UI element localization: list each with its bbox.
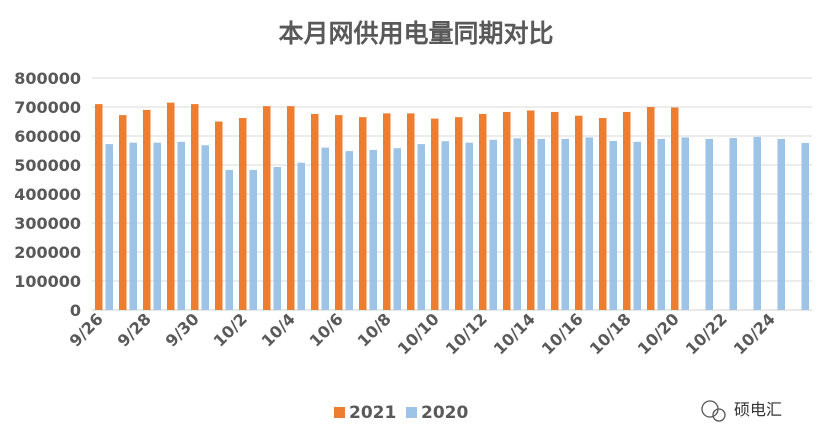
bar-2021-9/29 [167, 102, 175, 311]
watermark: 硕电汇 [701, 400, 782, 422]
bar-2020-10/2 [249, 169, 257, 310]
bar-2020-10/3 [273, 167, 281, 310]
bar-2020-10/19 [657, 138, 665, 310]
y-tick-label: 400000 [14, 185, 81, 204]
bar-2020-10/8 [393, 148, 401, 310]
y-tick-label: 600000 [14, 127, 81, 146]
bar-2021-10/17 [599, 118, 607, 311]
bar-2020-10/13 [513, 138, 521, 310]
bar-2021-10/11 [455, 117, 463, 311]
x-tick-label: 10/14 [490, 309, 539, 358]
bar-2021-9/30 [191, 104, 199, 310]
wechat-icon [701, 400, 719, 418]
bar-2020-9/28 [153, 142, 161, 310]
gridlines [92, 77, 812, 311]
legend[interactable]: 2021 2020 [334, 403, 468, 423]
bar-2020-10/12 [489, 139, 497, 310]
bars [95, 102, 809, 311]
bar-2021-10/7 [359, 117, 367, 311]
bar-2020-10/4 [297, 162, 305, 310]
bar-2020-9/27 [129, 142, 137, 310]
bar-2020-10/17 [609, 140, 617, 310]
bar-2020-10/22 [729, 138, 737, 310]
bar-2021-10/19 [647, 107, 655, 310]
y-tick-label: 700000 [14, 98, 81, 117]
y-tick-label: 100000 [14, 272, 81, 291]
bar-2021-10/13 [503, 111, 511, 311]
bar-2020-10/5 [321, 147, 329, 310]
bar-2020-10/25 [801, 142, 809, 310]
x-tick-label: 10/24 [730, 309, 779, 358]
wechat-icon-small-bubble [712, 408, 726, 422]
y-tick-label: 0 [70, 301, 81, 320]
bar-2021-10/4 [287, 106, 295, 310]
bar-2021-10/9 [407, 113, 415, 310]
bar-2021-10/6 [335, 115, 343, 311]
bar-2021-9/27 [119, 115, 127, 311]
bar-2020-9/29 [177, 141, 185, 310]
bar-2021-10/14 [527, 110, 535, 310]
bar-2021-10/18 [623, 111, 631, 311]
chart-title: 本月网供用电量同期对比 [278, 19, 553, 48]
legend-swatch-2021[interactable] [334, 407, 345, 418]
legend-label-2020[interactable]: 2020 [421, 403, 468, 423]
bar-2020-10/23 [753, 136, 761, 310]
x-tick-label: 10/16 [538, 309, 587, 358]
bar-2020-10/15 [561, 138, 569, 310]
x-tick-label: 10/12 [442, 309, 491, 358]
x-tick-label: 9/30 [162, 309, 203, 350]
x-tick-label: 10/4 [258, 309, 299, 350]
y-axis: 0 100000 200000 300000 400000 500000 600000 700… [14, 69, 81, 320]
bar-2021-10/12 [479, 113, 487, 311]
bar-2021-10/10 [431, 118, 439, 310]
x-tick-label: 10/22 [682, 309, 731, 358]
y-tick-label: 300000 [14, 214, 81, 233]
x-tick-label: 10/6 [306, 309, 347, 350]
x-tick-label: 10/18 [586, 309, 635, 358]
bar-2020-9/26 [105, 144, 113, 310]
y-tick-label: 800000 [14, 69, 81, 88]
bar-2021-10/20 [671, 107, 679, 310]
bar-2021-9/28 [143, 109, 151, 311]
x-axis: 9/26 9/28 9/30 10/2 10/4 10/6 10/810/1010/1210… [66, 309, 779, 358]
bar-2021-10/3 [263, 106, 271, 310]
bar-2020-10/21 [705, 138, 713, 310]
bar-2021-9/26 [95, 104, 103, 310]
y-tick-label: 500000 [14, 156, 81, 175]
y-tick-label: 200000 [14, 243, 81, 262]
bar-2021-10/15 [551, 111, 559, 311]
bar-2020-10/6 [345, 151, 353, 310]
legend-swatch-2020[interactable] [406, 407, 417, 418]
x-tick-label: 10/10 [394, 309, 443, 358]
bar-2021-10/16 [575, 115, 583, 310]
watermark-text: 硕电汇 [734, 400, 782, 419]
bar-2020-10/10 [441, 141, 449, 310]
bar-2020-10/9 [417, 144, 425, 310]
bar-2020-10/16 [585, 137, 593, 310]
bar-2020-10/7 [369, 149, 377, 310]
bar-2020-10/18 [633, 141, 641, 310]
bar-2020-10/1 [225, 169, 233, 310]
x-tick-label: 10/2 [210, 309, 251, 350]
bar-2020-10/20 [681, 137, 689, 310]
bar-2021-10/5 [311, 113, 319, 311]
bar-2021-10/2 [239, 118, 247, 311]
bar-2021-10/1 [215, 121, 223, 310]
x-tick-label: 10/8 [354, 309, 395, 350]
bar-2020-10/11 [465, 142, 473, 310]
x-tick-label: 9/28 [114, 309, 155, 350]
bar-2020-9/30 [201, 145, 209, 310]
bar-2020-10/24 [777, 138, 785, 310]
bar-2020-10/14 [537, 138, 545, 310]
legend-label-2021[interactable]: 2021 [349, 403, 396, 423]
x-tick-label: 10/20 [634, 309, 683, 358]
bar-2021-10/8 [383, 113, 391, 310]
